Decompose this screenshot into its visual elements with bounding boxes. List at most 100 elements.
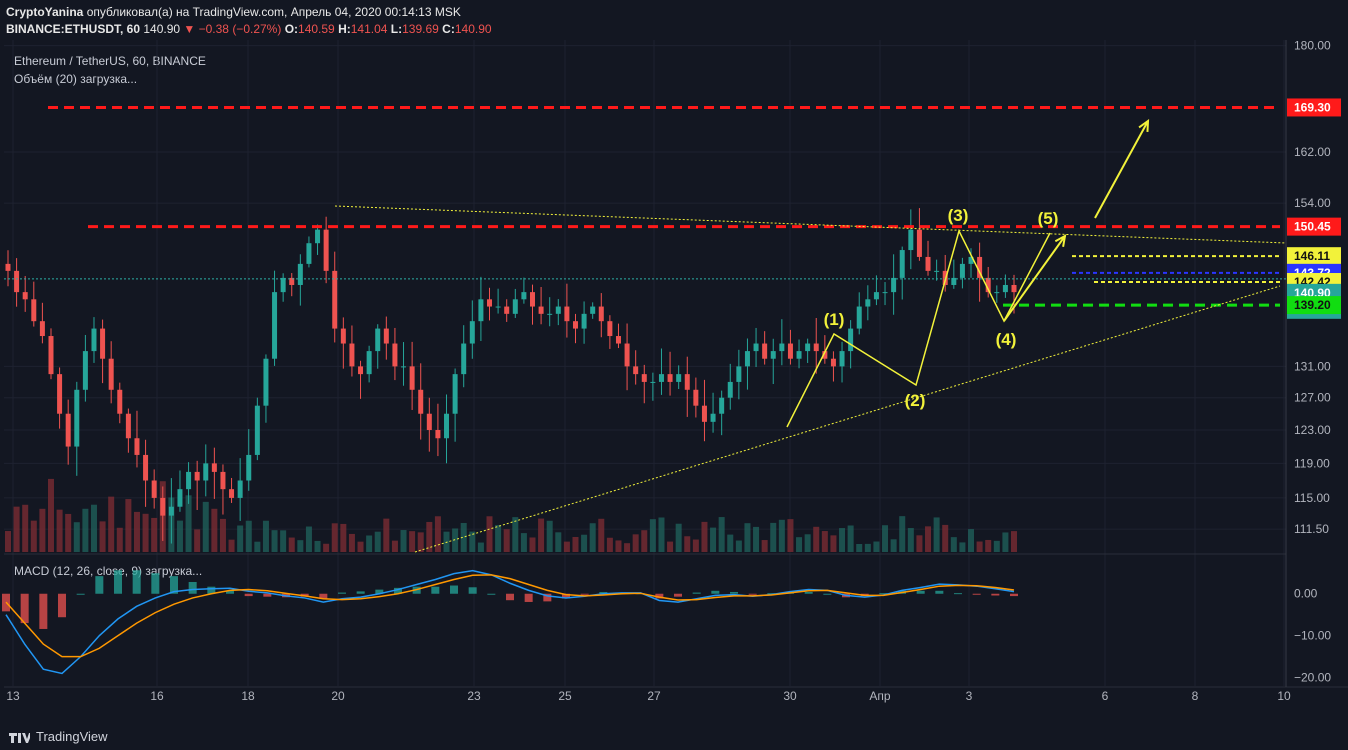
volume-bar — [581, 534, 588, 552]
descending-trendline — [334, 205, 1287, 244]
volume-bar — [735, 540, 742, 552]
time-tick-label: 25 — [558, 689, 572, 703]
candle — [375, 328, 381, 352]
tradingview-footer[interactable]: TradingView — [8, 729, 108, 744]
volume-bar — [331, 523, 338, 552]
volume-bar — [985, 539, 992, 552]
volume-bar — [744, 523, 751, 552]
macd-histogram-bar — [767, 593, 776, 595]
volume-bar — [529, 537, 536, 552]
candle — [529, 292, 535, 307]
price-tick-label: 127.00 — [1294, 391, 1331, 405]
volume-bar — [108, 496, 115, 552]
macd-tick-label: 0.00 — [1294, 587, 1318, 601]
volume-bar — [649, 519, 656, 552]
volume-bar — [280, 530, 287, 552]
volume-bar — [1002, 532, 1009, 552]
macd-histogram-bar — [916, 590, 925, 594]
change-text: ▼ −0.38 (−0.27%) — [183, 22, 282, 36]
time-tick-label: 30 — [783, 689, 797, 703]
price-tick-label: 180.00 — [1294, 39, 1331, 53]
candle — [968, 256, 974, 264]
candle — [74, 389, 80, 447]
candle — [787, 343, 793, 359]
elliott-wave-path — [786, 228, 1051, 428]
candle — [194, 471, 200, 481]
price-label-resistance-top: 169.30 — [1294, 100, 1331, 114]
macd-histogram-bar — [692, 592, 701, 594]
high-label: H: — [338, 22, 351, 36]
volume-bar — [718, 517, 725, 552]
price-tick-label: 154.00 — [1294, 196, 1331, 210]
volume-bar — [90, 504, 97, 552]
candle — [598, 306, 604, 322]
open-value: 140.59 — [298, 22, 335, 36]
candle — [779, 343, 785, 352]
macd-histogram-bar — [879, 593, 888, 595]
volume-bar — [770, 522, 777, 552]
candle — [985, 277, 991, 293]
volume-bar — [572, 536, 579, 552]
macd-pane — [2, 569, 1018, 675]
volume-bar — [219, 518, 226, 552]
low-label: L: — [390, 22, 403, 36]
candle — [401, 366, 407, 368]
chart-title[interactable]: Ethereum / TetherUS, 60, BINANCE — [14, 54, 206, 68]
ascending-trendline — [414, 285, 1281, 553]
candle — [521, 292, 527, 300]
drawn-lines: (1) (2) (3) (4) (5) — [4, 105, 1287, 553]
candle — [151, 480, 157, 498]
volume-bar — [555, 532, 562, 552]
macd-histogram-bar — [431, 586, 440, 594]
volume-bar — [976, 541, 983, 552]
candle — [306, 243, 312, 264]
candle — [624, 343, 630, 367]
wave-label: (1) — [824, 310, 845, 329]
price-tick-label: 123.00 — [1294, 423, 1331, 437]
volume-legend[interactable]: Объём (20) загрузка... — [14, 72, 138, 86]
volume-bar — [82, 508, 89, 552]
time-tick-label: 10 — [1277, 689, 1291, 703]
wave-arrow-5-head — [1054, 234, 1067, 248]
price-label-box — [1287, 296, 1341, 315]
time-tick-label: 8 — [1192, 689, 1199, 703]
axes: 180.00162.00154.00131.00127.00123.00119.… — [6, 39, 1331, 703]
author-name[interactable]: CryptoYanina — [6, 5, 84, 19]
candle — [358, 366, 364, 375]
candle — [590, 306, 596, 314]
macd-histogram-bar — [991, 593, 1000, 596]
candle — [951, 277, 957, 285]
candle — [676, 374, 682, 382]
macd-histogram-bar — [655, 593, 664, 599]
candle — [186, 471, 192, 490]
macd-histogram-bar — [132, 570, 141, 594]
volume-bar — [417, 532, 424, 552]
volume-bar — [847, 525, 854, 552]
macd-histogram-bar — [935, 590, 944, 594]
volume-bar — [47, 478, 54, 552]
volume-bar — [589, 523, 596, 552]
candle — [504, 306, 510, 314]
candle — [641, 374, 647, 382]
candle — [796, 351, 802, 359]
volume-bar — [907, 528, 914, 552]
candle — [108, 358, 114, 390]
volume-bar — [348, 533, 355, 552]
candle — [512, 299, 518, 314]
price-tick-label: 119.00 — [1294, 456, 1330, 470]
price-label-support: 139.20 — [1294, 298, 1331, 312]
volume-bar — [323, 543, 330, 552]
volume-bar — [899, 516, 906, 552]
candle — [426, 413, 432, 431]
candle — [538, 306, 544, 314]
time-tick-label: 6 — [1102, 689, 1109, 703]
volume-bar — [65, 513, 72, 552]
macd-tick-label: −10.00 — [1294, 629, 1331, 643]
candle — [82, 351, 88, 390]
candle — [409, 366, 415, 390]
volume-bar — [658, 517, 665, 552]
volume-bar — [202, 501, 209, 552]
volume-bar — [452, 528, 459, 552]
candle — [770, 351, 776, 359]
